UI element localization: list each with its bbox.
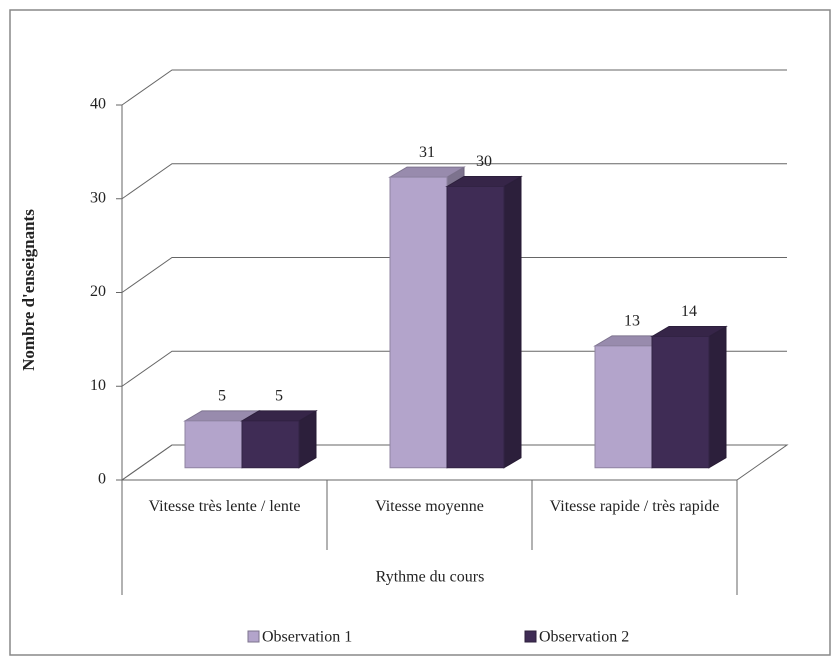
grid-line xyxy=(121,350,787,387)
y-tick-label: 30 xyxy=(90,189,106,206)
legend-label: Observation 2 xyxy=(539,629,629,646)
x-tick-label: Vitesse rapide / très rapide xyxy=(549,498,720,515)
value-label: 14 xyxy=(681,303,697,320)
y-tick-label: 0 xyxy=(98,471,106,488)
legend-swatch xyxy=(247,630,260,643)
value-label: 31 xyxy=(419,144,435,161)
bar-side xyxy=(708,325,727,469)
grid-line xyxy=(121,444,787,481)
y-axis-title: Nombre d'enseignants xyxy=(19,209,38,371)
value-label: 5 xyxy=(275,388,283,405)
x-axis-title: Rythme du cours xyxy=(376,569,485,586)
grid-line xyxy=(121,69,787,106)
chart-border xyxy=(9,9,831,656)
grid-line xyxy=(121,257,787,293)
bar xyxy=(446,186,505,469)
value-label: 5 xyxy=(218,388,226,405)
grid-line xyxy=(121,163,787,200)
bar xyxy=(594,345,653,469)
legend-swatch xyxy=(524,630,537,643)
bar xyxy=(651,336,710,469)
bar xyxy=(184,420,243,469)
y-tick-label: 10 xyxy=(90,377,106,394)
y-tick-label: 40 xyxy=(90,96,106,113)
bar xyxy=(241,420,300,469)
bar-side xyxy=(503,175,522,469)
bar xyxy=(389,176,448,469)
value-label: 30 xyxy=(476,153,492,170)
value-label: 13 xyxy=(624,313,640,330)
x-tick-label: Vitesse moyenne xyxy=(375,498,484,515)
y-tick-label: 20 xyxy=(90,283,106,300)
x-tick-label: Vitesse très lente / lente xyxy=(148,498,301,515)
legend-label: Observation 1 xyxy=(262,629,352,646)
